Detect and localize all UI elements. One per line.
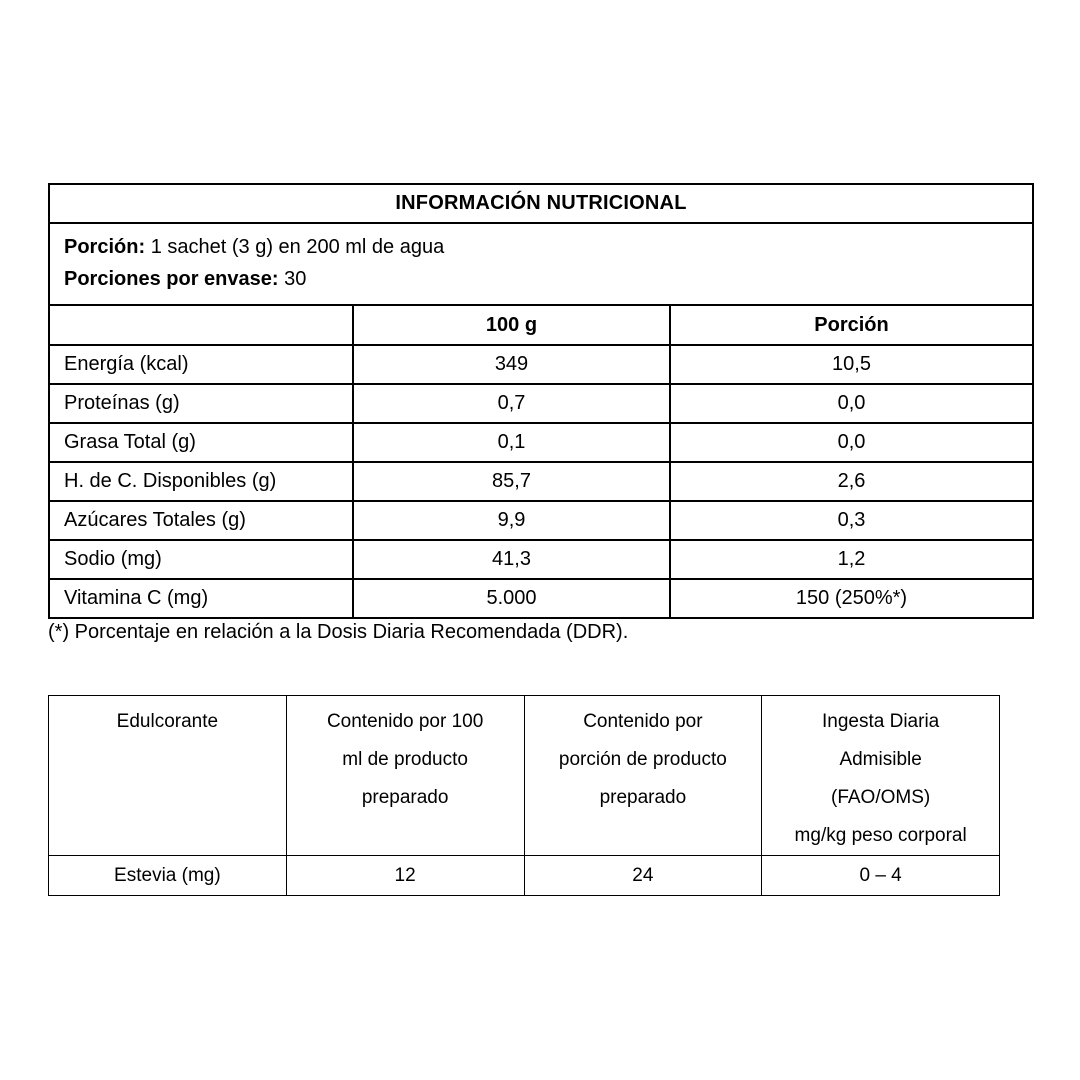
serving-size-value: 1 sachet (3 g) en 200 ml de agua [150, 236, 445, 258]
sweetener-col-header: Edulcorante [48, 695, 287, 856]
value-per-100g: 9,9 [352, 500, 671, 541]
table-row-vitamina-c: Vitamina C (mg) 5.000 150 (250%*) [48, 578, 1034, 619]
value-per-portion: 0,0 [669, 383, 1034, 424]
value-per-portion: 0,3 [669, 500, 1034, 541]
col-header-per-100g: 100 g [352, 304, 671, 346]
value-per-100g: 5.000 [352, 578, 671, 619]
estevia-per-portion: 24 [523, 855, 763, 896]
serving-info-cell: Porción: 1 sachet (3 g) en 200 ml de agu… [48, 222, 1034, 306]
ddr-footnote: (*) Porcentaje en relación a la Dosis Di… [48, 621, 629, 643]
estevia-per-100ml: 12 [285, 855, 525, 896]
serving-size-label: Porción: [64, 236, 146, 258]
table-row-azucares: Azúcares Totales (g) 9,9 0,3 [48, 500, 1034, 541]
estevia-daily-intake: 0 – 4 [761, 855, 1000, 896]
content-per-100ml-col-header: Contenido por 100 ml de producto prepara… [285, 695, 525, 856]
col-header-per-portion: Porción [669, 304, 1034, 346]
serving-size: Porción: 1 sachet (3 g) en 200 ml de agu… [64, 234, 1018, 260]
nutrient-label: Energía (kcal) [48, 344, 354, 385]
servings-per-container-label: Porciones por envase: [64, 268, 279, 290]
table-row-grasa-total: Grasa Total (g) 0,1 0,0 [48, 422, 1034, 463]
value-per-100g: 0,1 [352, 422, 671, 463]
value-per-100g: 41,3 [352, 539, 671, 580]
value-per-portion: 150 (250%*) [669, 578, 1034, 619]
sweetener-table: Edulcorante Contenido por 100 ml de prod… [48, 695, 1000, 896]
title-row: INFORMACIÓN NUTRICIONAL [48, 183, 1034, 224]
nutrient-label: Sodio (mg) [48, 539, 354, 580]
table-row-estevia: Estevia (mg) 12 24 0 – 4 [48, 855, 1000, 896]
content-per-portion-col-header: Contenido por porción de producto prepar… [523, 695, 763, 856]
value-per-portion: 10,5 [669, 344, 1034, 385]
nutrient-label: Vitamina C (mg) [48, 578, 354, 619]
sweetener-header-row: Edulcorante Contenido por 100 ml de prod… [48, 695, 1000, 856]
nutrition-facts-table: INFORMACIÓN NUTRICIONAL Porción: 1 sache… [48, 183, 1034, 619]
value-per-100g: 0,7 [352, 383, 671, 424]
value-per-100g: 349 [352, 344, 671, 385]
daily-intake-col-header: Ingesta Diaria Admisible (FAO/OMS) mg/kg… [761, 695, 1000, 856]
value-per-portion: 0,0 [669, 422, 1034, 463]
value-per-100g: 85,7 [352, 461, 671, 502]
nutrient-label: H. de C. Disponibles (g) [48, 461, 354, 502]
table-row-energia: Energía (kcal) 349 10,5 [48, 344, 1034, 385]
value-per-portion: 1,2 [669, 539, 1034, 580]
nutrient-label: Proteínas (g) [48, 383, 354, 424]
servings-per-container-value: 30 [284, 268, 307, 290]
table-row-hidratos-carbono: H. de C. Disponibles (g) 85,7 2,6 [48, 461, 1034, 502]
value-per-portion: 2,6 [669, 461, 1034, 502]
table-title: INFORMACIÓN NUTRICIONAL [48, 183, 1034, 224]
col-header-empty [48, 304, 354, 346]
table-row-sodio: Sodio (mg) 41,3 1,2 [48, 539, 1034, 580]
column-header-row: 100 g Porción [48, 304, 1034, 346]
nutrient-label: Azúcares Totales (g) [48, 500, 354, 541]
serving-info-row: Porción: 1 sachet (3 g) en 200 ml de agu… [48, 222, 1034, 306]
table-row-proteinas: Proteínas (g) 0,7 0,0 [48, 383, 1034, 424]
servings-per-container: Porciones por envase: 30 [64, 266, 1018, 292]
nutrient-label: Grasa Total (g) [48, 422, 354, 463]
sweetener-name: Estevia (mg) [48, 855, 287, 896]
